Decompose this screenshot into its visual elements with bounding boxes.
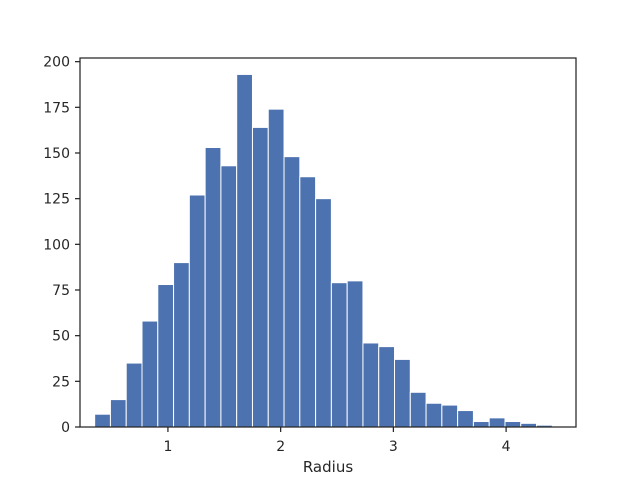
histogram-bar	[251, 126, 269, 428]
histogram-bar	[220, 165, 238, 428]
histogram-bar	[441, 404, 459, 428]
histogram-bar	[472, 421, 490, 428]
x-axis-label: Radius	[303, 458, 353, 476]
histogram-bar	[394, 358, 411, 428]
histogram-bar	[141, 320, 159, 428]
y-axis-ticks: 0 25 50 75 100 125 150 175 200	[43, 55, 80, 436]
y-tick-label: 150	[43, 146, 70, 162]
histogram-bar	[188, 194, 206, 428]
x-tick-label: 4	[502, 439, 511, 455]
y-tick-label: 175	[43, 100, 70, 116]
histogram-bar	[283, 156, 301, 428]
histogram-bar	[488, 417, 506, 428]
histogram-bar	[94, 413, 111, 428]
histogram-bar	[236, 73, 253, 428]
y-tick-label: 100	[43, 237, 70, 253]
histogram-bar	[457, 410, 474, 428]
x-tick-label: 2	[276, 439, 285, 455]
axes-frame	[79, 57, 577, 428]
histogram-bar	[267, 108, 285, 428]
y-tick-label: 0	[61, 420, 70, 436]
histogram-bar	[315, 198, 332, 428]
histogram-bar	[299, 176, 317, 428]
x-tick-label: 3	[389, 439, 398, 455]
histogram-bar	[157, 284, 175, 428]
y-tick-label: 50	[52, 329, 70, 345]
histogram-bar	[378, 346, 396, 428]
y-tick-label: 200	[43, 55, 70, 71]
y-tick-label: 125	[43, 192, 70, 208]
histogram-bar	[409, 391, 427, 428]
histogram-bar	[109, 399, 127, 428]
y-tick-label: 25	[52, 374, 70, 390]
y-tick-label: 75	[52, 283, 70, 299]
histogram-bar	[504, 421, 522, 428]
x-axis-ticks: 1 2 3 4	[163, 427, 511, 455]
histogram-bar	[204, 147, 222, 428]
histogram-bar	[425, 402, 443, 428]
histogram-bar	[346, 280, 364, 428]
histogram-bar	[125, 362, 143, 428]
histogram-bar	[362, 342, 380, 428]
histogram-bar	[173, 262, 190, 428]
histogram-bar	[330, 282, 348, 428]
x-tick-label: 1	[163, 439, 172, 455]
